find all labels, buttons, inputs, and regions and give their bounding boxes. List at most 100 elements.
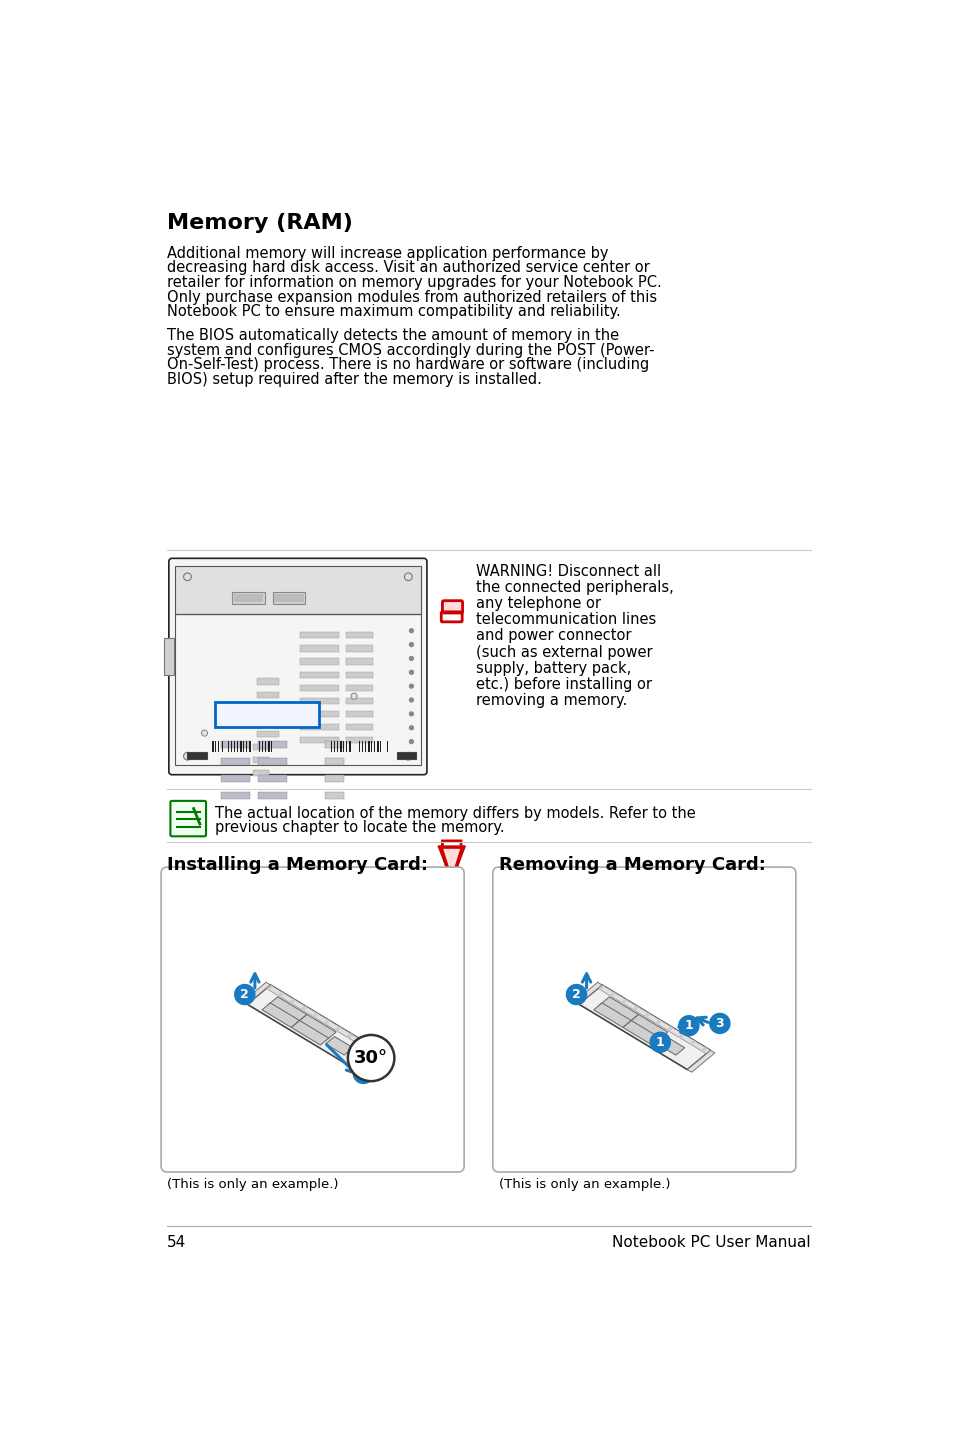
Bar	[325, 792, 344, 798]
Polygon shape	[700, 1047, 707, 1053]
Circle shape	[409, 754, 413, 758]
Bar	[249, 741, 251, 752]
Polygon shape	[346, 1032, 353, 1038]
Text: Notebook PC User Manual: Notebook PC User Manual	[611, 1235, 810, 1250]
Text: On-Self-Test) process. There is no hardware or software (including: On-Self-Test) process. There is no hardw…	[167, 358, 649, 372]
Polygon shape	[312, 1012, 318, 1018]
Circle shape	[183, 572, 192, 581]
Text: and power connector: and power connector	[476, 628, 631, 643]
Polygon shape	[277, 992, 284, 997]
Polygon shape	[266, 985, 378, 1054]
Bar	[299, 646, 338, 651]
Bar	[346, 697, 373, 703]
Polygon shape	[369, 1047, 375, 1053]
Bar	[253, 771, 269, 777]
Text: 3: 3	[715, 1017, 723, 1030]
Bar	[346, 672, 373, 677]
FancyBboxPatch shape	[493, 867, 795, 1172]
Polygon shape	[355, 1050, 383, 1073]
Bar	[233, 592, 265, 604]
Text: Installing a Memory Card:: Installing a Memory Card:	[167, 856, 428, 874]
Bar	[257, 741, 287, 748]
Bar	[257, 679, 278, 684]
Text: WARNING! Disconnect all: WARNING! Disconnect all	[476, 564, 660, 578]
Bar	[257, 731, 278, 736]
Polygon shape	[678, 1032, 684, 1038]
Circle shape	[679, 1015, 699, 1035]
Bar	[331, 741, 332, 752]
Circle shape	[404, 572, 412, 581]
Bar	[299, 697, 338, 703]
Circle shape	[348, 1035, 394, 1081]
Bar	[268, 741, 270, 752]
Bar	[257, 758, 287, 765]
Text: supply, battery pack,: supply, battery pack,	[476, 660, 630, 676]
Bar	[396, 752, 416, 759]
Bar	[257, 705, 278, 710]
Polygon shape	[598, 997, 638, 1022]
Polygon shape	[655, 1020, 661, 1024]
Polygon shape	[598, 985, 710, 1054]
Bar	[299, 672, 338, 677]
Text: removing a memory.: removing a memory.	[476, 693, 626, 707]
Circle shape	[183, 752, 192, 761]
Polygon shape	[632, 1005, 639, 1011]
Bar	[299, 723, 338, 731]
Bar	[299, 710, 338, 718]
Bar	[358, 741, 360, 752]
Bar	[233, 594, 263, 603]
Bar	[299, 684, 338, 690]
Circle shape	[709, 1014, 729, 1034]
Polygon shape	[323, 1020, 330, 1024]
Bar	[346, 723, 373, 731]
Text: any telephone or: any telephone or	[476, 597, 600, 611]
Bar	[299, 659, 338, 664]
Polygon shape	[666, 1027, 673, 1031]
Bar	[346, 736, 373, 743]
FancyBboxPatch shape	[169, 558, 427, 775]
Bar	[349, 741, 351, 752]
Bar	[174, 567, 420, 614]
Bar	[231, 741, 233, 752]
Bar	[257, 775, 287, 782]
Bar	[240, 741, 241, 752]
Bar	[346, 659, 373, 664]
Text: 54: 54	[167, 1235, 187, 1250]
Text: Only purchase expansion modules from authorized retailers of this: Only purchase expansion modules from aut…	[167, 289, 657, 305]
Text: (This is only an example.): (This is only an example.)	[498, 1178, 670, 1191]
Bar	[257, 718, 278, 723]
Text: telecommunication lines: telecommunication lines	[476, 613, 656, 627]
Text: Notebook PC to ensure maximum compatibility and reliability.: Notebook PC to ensure maximum compatibil…	[167, 305, 620, 319]
Bar	[325, 741, 344, 748]
Polygon shape	[598, 985, 604, 991]
FancyBboxPatch shape	[161, 867, 464, 1172]
Polygon shape	[289, 998, 295, 1004]
Bar	[164, 638, 173, 676]
Bar	[253, 756, 269, 764]
Circle shape	[409, 697, 413, 702]
Bar	[274, 594, 303, 603]
Polygon shape	[266, 985, 273, 991]
Polygon shape	[622, 1021, 659, 1045]
Text: decreasing hard disk access. Visit an authorized service center or: decreasing hard disk access. Visit an au…	[167, 260, 649, 275]
Bar	[346, 646, 373, 651]
Polygon shape	[578, 985, 710, 1070]
Circle shape	[409, 712, 413, 716]
Bar	[221, 741, 223, 752]
Circle shape	[409, 657, 413, 660]
Polygon shape	[686, 1050, 714, 1073]
Bar	[220, 792, 250, 798]
Polygon shape	[657, 1037, 684, 1055]
Bar	[220, 741, 250, 748]
FancyBboxPatch shape	[171, 801, 206, 837]
Circle shape	[409, 726, 413, 729]
Bar	[174, 614, 420, 765]
Bar	[220, 758, 250, 765]
Circle shape	[353, 1064, 373, 1083]
Text: system and configures CMOS accordingly during the POST (Power-: system and configures CMOS accordingly d…	[167, 342, 654, 358]
Bar	[187, 752, 207, 759]
Text: (This is only an example.): (This is only an example.)	[167, 1178, 338, 1191]
Circle shape	[409, 628, 413, 633]
Bar	[258, 741, 260, 752]
Polygon shape	[300, 1005, 307, 1011]
